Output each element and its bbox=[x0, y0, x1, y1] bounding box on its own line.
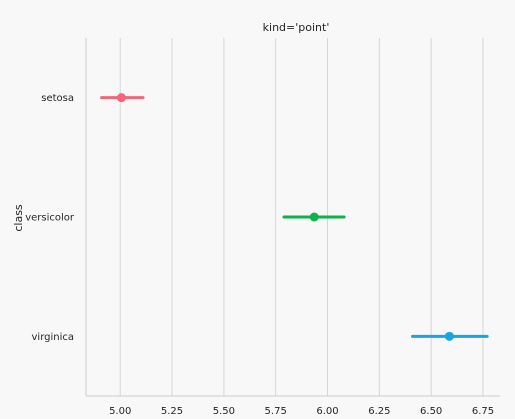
x-tick-labels: 5.00 5.25 5.50 5.75 6.00 6.25 6.50 6.75 bbox=[109, 406, 494, 417]
x-tick-label-2: 5.50 bbox=[213, 406, 235, 417]
x-tick-label-0: 5.00 bbox=[109, 406, 131, 417]
x-tick-label-5: 6.25 bbox=[368, 406, 390, 417]
x-tick-label-4: 6.00 bbox=[316, 406, 338, 417]
y-axis-label: class bbox=[12, 204, 25, 232]
point-versicolor bbox=[309, 212, 319, 222]
x-tick-label-6: 6.50 bbox=[420, 406, 442, 417]
chart-title: kind='point' bbox=[263, 21, 330, 34]
x-tick-label-3: 5.75 bbox=[265, 406, 287, 417]
x-tick-label-7: 6.75 bbox=[472, 406, 494, 417]
x-tick-label-1: 5.25 bbox=[161, 406, 183, 417]
category-label-virginica: virginica bbox=[32, 332, 75, 343]
category-label-versicolor: versicolor bbox=[25, 213, 75, 224]
category-label-setosa: setosa bbox=[41, 93, 74, 104]
point-setosa bbox=[116, 93, 126, 103]
point-marks bbox=[100, 93, 489, 341]
point-virginica bbox=[444, 331, 454, 341]
category-labels: setosa versicolor virginica bbox=[25, 93, 75, 343]
